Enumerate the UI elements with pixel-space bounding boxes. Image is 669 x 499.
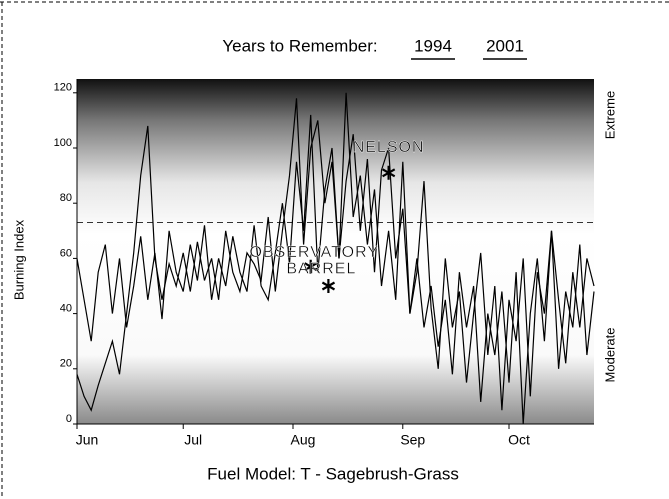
annotation-label: NELSON [353, 139, 425, 156]
y-tick-label: 60 [60, 247, 72, 259]
legend-entry[interactable]: 1994 [414, 36, 452, 55]
y-tick-label: 40 [60, 303, 72, 315]
moderate-label: Moderate [602, 328, 617, 383]
x-axis-label: Fuel Model: T - Sagebrush-Grass [207, 464, 459, 483]
x-tick-label: Aug [291, 432, 316, 448]
x-tick-label: Jul [184, 432, 202, 448]
annotation-marker [382, 165, 396, 180]
x-tick-label: Sep [400, 432, 425, 448]
annotation-marker [304, 259, 318, 274]
annotation-marker [321, 279, 336, 293]
legend-entry[interactable]: 2001 [486, 36, 524, 55]
annotation-label: BARREL [286, 261, 356, 278]
y-tick-label: 100 [54, 137, 72, 149]
y-axis-label: Burning Index [11, 219, 26, 300]
y-tick-label: 80 [60, 192, 72, 204]
x-tick-label: Jun [76, 432, 99, 448]
y-tick-label: 0 [66, 413, 72, 425]
y-tick-label: 120 [54, 82, 72, 94]
y-tick-label: 20 [60, 358, 72, 370]
x-tick-label: Oct [508, 432, 530, 448]
annotation-label: OBSERVATORY [249, 244, 379, 261]
chart-title: Years to Remember: [222, 36, 377, 55]
extreme-label: Extreme [602, 91, 617, 139]
series-line [76, 92, 595, 425]
